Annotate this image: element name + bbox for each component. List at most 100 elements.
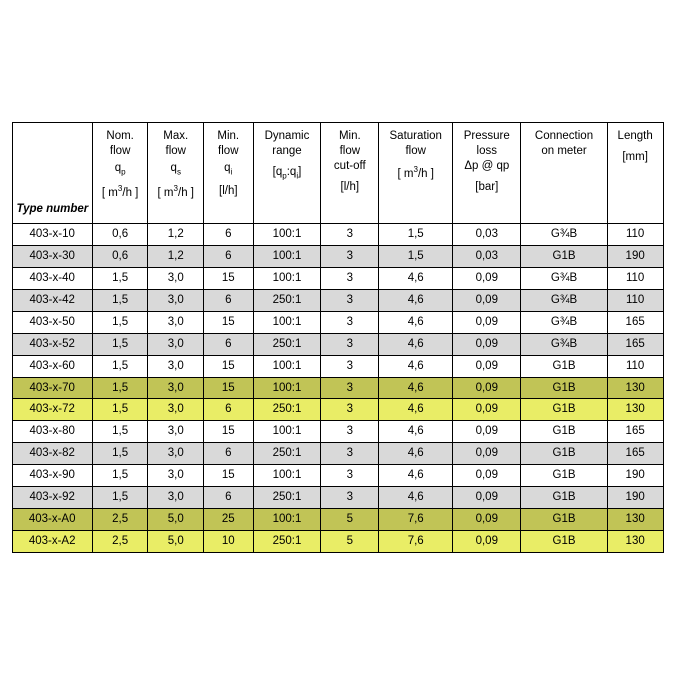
header-col: Nom.flowqp[ m3/h ]: [92, 122, 148, 223]
table-header-row: Type number Nom.flowqp[ m3/h ]Max.flowqs…: [12, 122, 663, 223]
cell-value: 165: [607, 333, 663, 355]
cell-value: 0,09: [453, 289, 521, 311]
cell-value: 10: [204, 531, 253, 553]
cell-type-number: 403-x-42: [12, 289, 92, 311]
cell-value: G1B: [521, 399, 608, 421]
cell-value: 0,03: [453, 223, 521, 245]
cell-value: 100:1: [253, 465, 321, 487]
cell-value: 15: [204, 311, 253, 333]
table-row: 403-x-521,53,06250:134,60,09G¾B165: [12, 333, 663, 355]
table-row: 403-x-100,61,26100:131,50,03G¾B110: [12, 223, 663, 245]
header-col: PressurelossΔp @ qp[bar]: [453, 122, 521, 223]
cell-value: 4,6: [379, 289, 453, 311]
cell-value: 0,09: [453, 443, 521, 465]
cell-type-number: 403-x-70: [12, 377, 92, 399]
cell-type-number: 403-x-52: [12, 333, 92, 355]
cell-value: 4,6: [379, 377, 453, 399]
cell-value: 1,5: [92, 311, 148, 333]
cell-value: 0,09: [453, 267, 521, 289]
cell-value: 3: [321, 465, 379, 487]
cell-value: 250:1: [253, 289, 321, 311]
cell-value: 0,6: [92, 223, 148, 245]
cell-value: 3: [321, 245, 379, 267]
cell-value: 190: [607, 487, 663, 509]
cell-value: 1,5: [92, 465, 148, 487]
cell-value: 100:1: [253, 267, 321, 289]
cell-value: 1,5: [92, 377, 148, 399]
cell-value: 130: [607, 531, 663, 553]
cell-value: 0,09: [453, 311, 521, 333]
cell-value: 25: [204, 509, 253, 531]
cell-value: 5: [321, 531, 379, 553]
cell-type-number: 403-x-60: [12, 355, 92, 377]
cell-value: 3,0: [148, 399, 204, 421]
cell-value: 3: [321, 399, 379, 421]
cell-value: 1,5: [92, 355, 148, 377]
cell-type-number: 403-x-92: [12, 487, 92, 509]
cell-value: 130: [607, 399, 663, 421]
cell-value: 6: [204, 223, 253, 245]
cell-value: 6: [204, 443, 253, 465]
cell-value: G1B: [521, 465, 608, 487]
cell-value: 1,5: [92, 289, 148, 311]
table-row: 403-x-421,53,06250:134,60,09G¾B110: [12, 289, 663, 311]
cell-value: 4,6: [379, 399, 453, 421]
cell-value: 3: [321, 487, 379, 509]
cell-value: 1,5: [379, 245, 453, 267]
cell-value: 15: [204, 421, 253, 443]
cell-value: 250:1: [253, 531, 321, 553]
cell-value: 4,6: [379, 267, 453, 289]
header-col: Length[mm]: [607, 122, 663, 223]
cell-value: 4,6: [379, 487, 453, 509]
cell-type-number: 403-x-82: [12, 443, 92, 465]
table-row: 403-x-801,53,015100:134,60,09G1B165: [12, 421, 663, 443]
cell-value: 0,6: [92, 245, 148, 267]
cell-value: 250:1: [253, 443, 321, 465]
cell-value: 250:1: [253, 333, 321, 355]
cell-value: 15: [204, 465, 253, 487]
cell-value: 6: [204, 245, 253, 267]
cell-value: G1B: [521, 487, 608, 509]
cell-value: 15: [204, 355, 253, 377]
cell-value: G1B: [521, 355, 608, 377]
header-type-number: Type number: [12, 122, 92, 223]
cell-value: 0,09: [453, 509, 521, 531]
cell-value: 3,0: [148, 311, 204, 333]
cell-value: 3,0: [148, 289, 204, 311]
cell-value: 100:1: [253, 509, 321, 531]
cell-value: 165: [607, 421, 663, 443]
table-row: 403-x-501,53,015100:134,60,09G¾B165: [12, 311, 663, 333]
cell-type-number: 403-x-90: [12, 465, 92, 487]
cell-type-number: 403-x-72: [12, 399, 92, 421]
cell-value: G¾B: [521, 223, 608, 245]
cell-value: 3: [321, 267, 379, 289]
cell-value: 100:1: [253, 245, 321, 267]
table-body: 403-x-100,61,26100:131,50,03G¾B110403-x-…: [12, 223, 663, 552]
cell-value: 7,6: [379, 509, 453, 531]
table-row: 403-x-300,61,26100:131,50,03G1B190: [12, 245, 663, 267]
table-row: 403-x-901,53,015100:134,60,09G1B190: [12, 465, 663, 487]
cell-value: 1,2: [148, 245, 204, 267]
cell-value: 0,09: [453, 399, 521, 421]
cell-value: 2,5: [92, 531, 148, 553]
cell-value: 100:1: [253, 311, 321, 333]
cell-value: 4,6: [379, 333, 453, 355]
cell-value: 3,0: [148, 377, 204, 399]
header-col: Max.flowqs[ m3/h ]: [148, 122, 204, 223]
table-row: 403-x-601,53,015100:134,60,09G1B110: [12, 355, 663, 377]
cell-value: 110: [607, 289, 663, 311]
cell-value: 6: [204, 333, 253, 355]
cell-value: 1,2: [148, 223, 204, 245]
cell-value: 3,0: [148, 465, 204, 487]
cell-value: 100:1: [253, 355, 321, 377]
cell-type-number: 403-x-50: [12, 311, 92, 333]
cell-value: 2,5: [92, 509, 148, 531]
cell-type-number: 403-x-30: [12, 245, 92, 267]
cell-value: 6: [204, 289, 253, 311]
cell-value: 3,0: [148, 421, 204, 443]
header-col: Min.flowcut-off[l/h]: [321, 122, 379, 223]
cell-value: G1B: [521, 443, 608, 465]
cell-value: 4,6: [379, 443, 453, 465]
cell-value: 0,09: [453, 421, 521, 443]
cell-value: 0,03: [453, 245, 521, 267]
